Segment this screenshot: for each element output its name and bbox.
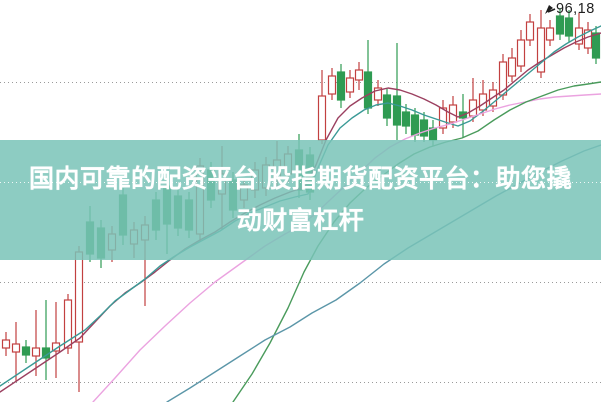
- candle-body: [507, 57, 517, 77]
- candle-body: [31, 347, 41, 357]
- candle-body: [525, 21, 535, 41]
- price-high-label: 96,18: [556, 1, 595, 17]
- candle-body: [363, 71, 373, 109]
- candle-body: [11, 343, 21, 353]
- candle-body: [564, 17, 574, 37]
- candle-body: [74, 251, 84, 343]
- candle-body: [382, 94, 392, 119]
- annotation-arrow-head: [545, 5, 553, 14]
- candle-body: [317, 95, 327, 141]
- candle-body: [354, 69, 364, 81]
- candle-body: [555, 15, 565, 35]
- candle-body: [545, 27, 555, 41]
- gridline-on-banner: [0, 182, 601, 183]
- candle-body: [392, 95, 402, 126]
- headline-banner: [0, 140, 601, 260]
- candle-body: [438, 107, 448, 129]
- candle-body: [345, 77, 355, 93]
- candle-body: [63, 299, 73, 349]
- candle-body: [373, 87, 383, 101]
- candle-body: [516, 39, 526, 67]
- headline-line2: 动财富杠杆: [236, 207, 365, 235]
- headline-line1: 国内可靠的配资平台 股指期货配资平台：助您撬: [29, 165, 572, 193]
- candle-body: [1, 339, 11, 349]
- candle-body: [419, 119, 429, 137]
- candle-body: [591, 32, 601, 59]
- candle-body: [401, 111, 411, 127]
- candle-body: [336, 71, 346, 101]
- candle-body: [536, 27, 546, 73]
- ma-teal: [0, 25, 601, 387]
- candle-body: [410, 114, 420, 136]
- candle-body: [21, 346, 31, 356]
- annotation-arrow-line: [547, 8, 556, 13]
- candle-body: [327, 75, 337, 95]
